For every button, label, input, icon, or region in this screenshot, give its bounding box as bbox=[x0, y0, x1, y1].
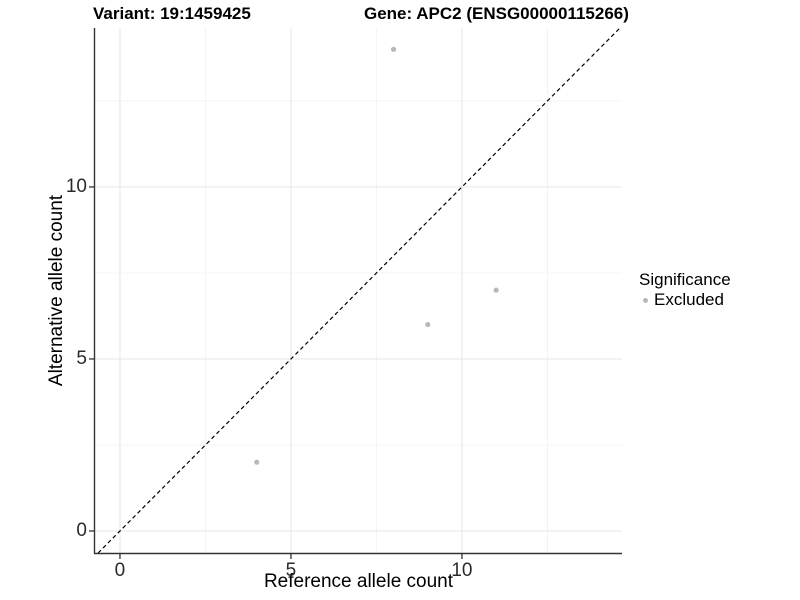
x-tick-label: 5 bbox=[285, 560, 297, 581]
y-axis-label: Alternative allele count bbox=[46, 194, 67, 387]
variant-title: Variant: 19:1459425 bbox=[93, 4, 251, 23]
x-tick-label: 0 bbox=[114, 560, 126, 581]
legend: Significance Excluded bbox=[639, 270, 731, 310]
data-point bbox=[390, 46, 397, 52]
y-tick-label: 10 bbox=[65, 175, 87, 197]
data-point bbox=[425, 321, 431, 328]
legend-item-excluded: Excluded bbox=[639, 290, 731, 310]
data-point bbox=[493, 287, 499, 293]
x-tick-label: 10 bbox=[451, 560, 473, 581]
x-axis-label: Reference allele count bbox=[263, 571, 454, 592]
y-tick-label: 5 bbox=[76, 347, 87, 369]
gene-title: Gene: APC2 (ENSG00000115266) bbox=[364, 4, 629, 23]
data-point bbox=[254, 459, 260, 465]
legend-key-dot-icon bbox=[643, 297, 648, 303]
y-tick-label: 0 bbox=[76, 519, 87, 541]
legend-title: Significance bbox=[639, 270, 731, 289]
legend-item-label: Excluded bbox=[654, 290, 724, 309]
identity-line bbox=[97, 27, 621, 554]
